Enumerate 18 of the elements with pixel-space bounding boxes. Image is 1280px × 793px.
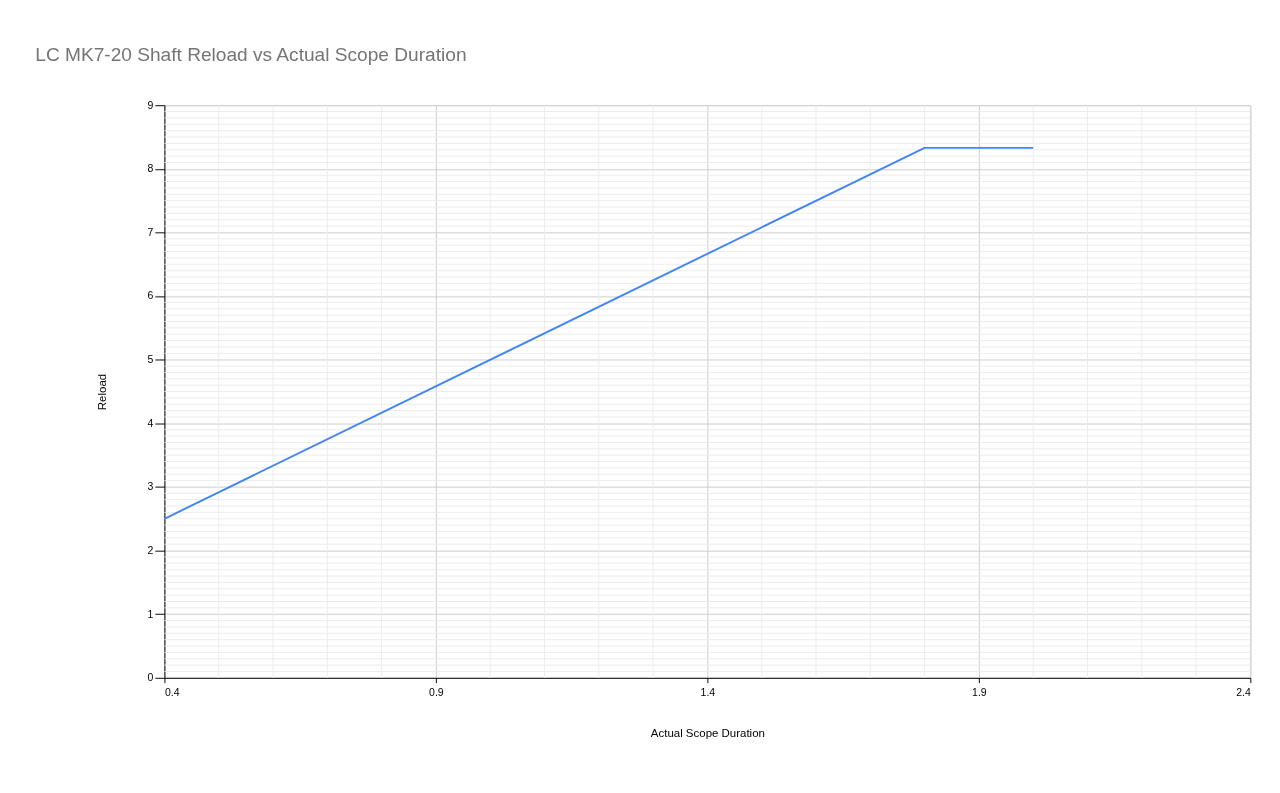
y-tick-label: 7: [147, 225, 154, 238]
y-tick-label: 0: [147, 671, 154, 684]
y-tick-label: 4: [147, 416, 154, 429]
x-tick-label: 2.4: [1236, 685, 1251, 698]
y-axis-title: Reload: [96, 373, 109, 411]
x-axis-title: Actual Scope Duration: [650, 726, 765, 739]
y-tick-label: 9: [147, 98, 154, 111]
y-tick-label: 1: [147, 607, 154, 620]
y-tick-label: 8: [147, 162, 154, 175]
x-tick-label: 1.9: [972, 685, 987, 698]
x-tick-label: 0.4: [164, 685, 180, 698]
y-tick-label: 3: [147, 480, 154, 493]
x-tick-label: 1.4: [700, 685, 716, 698]
chart-title: LC MK7-20 Shaft Reload vs Actual Scope Duration: [35, 44, 467, 66]
y-tick-label: 2: [147, 543, 154, 556]
x-tick-label: 0.9: [429, 685, 444, 698]
y-tick-label: 5: [147, 353, 154, 366]
y-tick-label: 6: [147, 289, 154, 302]
